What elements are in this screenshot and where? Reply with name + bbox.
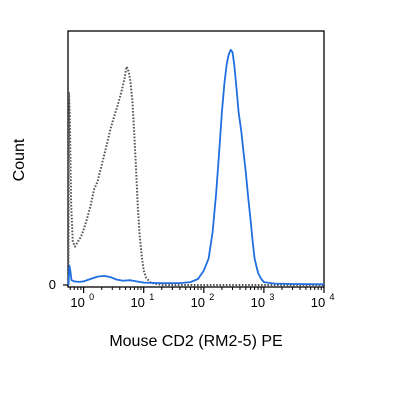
series-line-1 xyxy=(67,65,324,286)
x-tick-exponent: 1 xyxy=(149,292,154,302)
plot-frame xyxy=(67,30,325,288)
x-tick-label: 10 xyxy=(70,295,84,310)
x-tick-exponent: 2 xyxy=(209,292,214,302)
x-tick-label: 10 xyxy=(311,295,325,310)
x-tick-exponent: 4 xyxy=(330,292,335,302)
y-tick-label: 0 xyxy=(49,277,56,292)
ticks-layer: 10 0 10 1 10 2 10 3 10 4 0 xyxy=(49,277,335,310)
x-tick-label: 10 xyxy=(130,295,144,310)
x-tick-exponent: 3 xyxy=(269,292,274,302)
series-line-2 xyxy=(67,48,325,286)
x-axis-title: Mouse CD2 (RM2-5) PE xyxy=(109,333,282,350)
series-layer xyxy=(67,48,325,286)
x-tick-exponent: 0 xyxy=(89,292,94,302)
x-tick-label: 10 xyxy=(191,295,205,310)
y-axis-title: Count xyxy=(11,138,28,181)
x-tick-label: 10 xyxy=(251,295,265,310)
